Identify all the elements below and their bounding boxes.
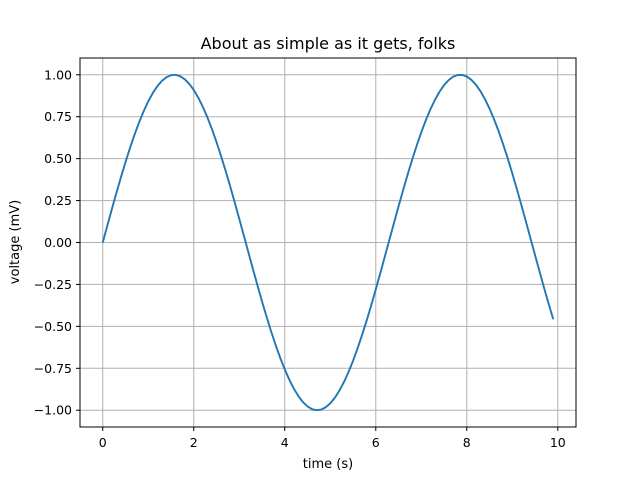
series-line bbox=[101, 73, 555, 412]
y-tick-label: 0.00 bbox=[44, 235, 72, 250]
chart-title: About as simple as it gets, folks bbox=[201, 34, 456, 53]
x-tick-label: 10 bbox=[550, 435, 566, 450]
data-series bbox=[101, 73, 555, 412]
y-tick-label: −1.00 bbox=[34, 403, 72, 418]
y-tick-label: −0.75 bbox=[34, 361, 72, 376]
y-tick-label: −0.25 bbox=[34, 277, 72, 292]
x-tick-label: 0 bbox=[99, 435, 107, 450]
y-tick-label: 1.00 bbox=[44, 67, 72, 82]
y-tick-label: 0.25 bbox=[44, 193, 72, 208]
x-tick-label: 8 bbox=[463, 435, 471, 450]
x-tick-label: 4 bbox=[281, 435, 289, 450]
y-tick-label: −0.50 bbox=[34, 319, 72, 334]
grid-lines bbox=[80, 58, 576, 427]
y-tick-label: 0.50 bbox=[44, 151, 72, 166]
x-tick-label: 6 bbox=[372, 435, 380, 450]
y-tick-label: 0.75 bbox=[44, 109, 72, 124]
y-axis-label: voltage (mV) bbox=[8, 200, 23, 284]
y-axis-ticks: −1.00 −0.75 −0.50 −0.25 0.00 0.25 0.50 0.75 1.00 bbox=[34, 67, 80, 418]
x-axis-ticks: 0 2 4 6 8 10 bbox=[99, 427, 566, 450]
x-axis-label: time (s) bbox=[303, 457, 353, 472]
x-tick-label: 2 bbox=[190, 435, 198, 450]
